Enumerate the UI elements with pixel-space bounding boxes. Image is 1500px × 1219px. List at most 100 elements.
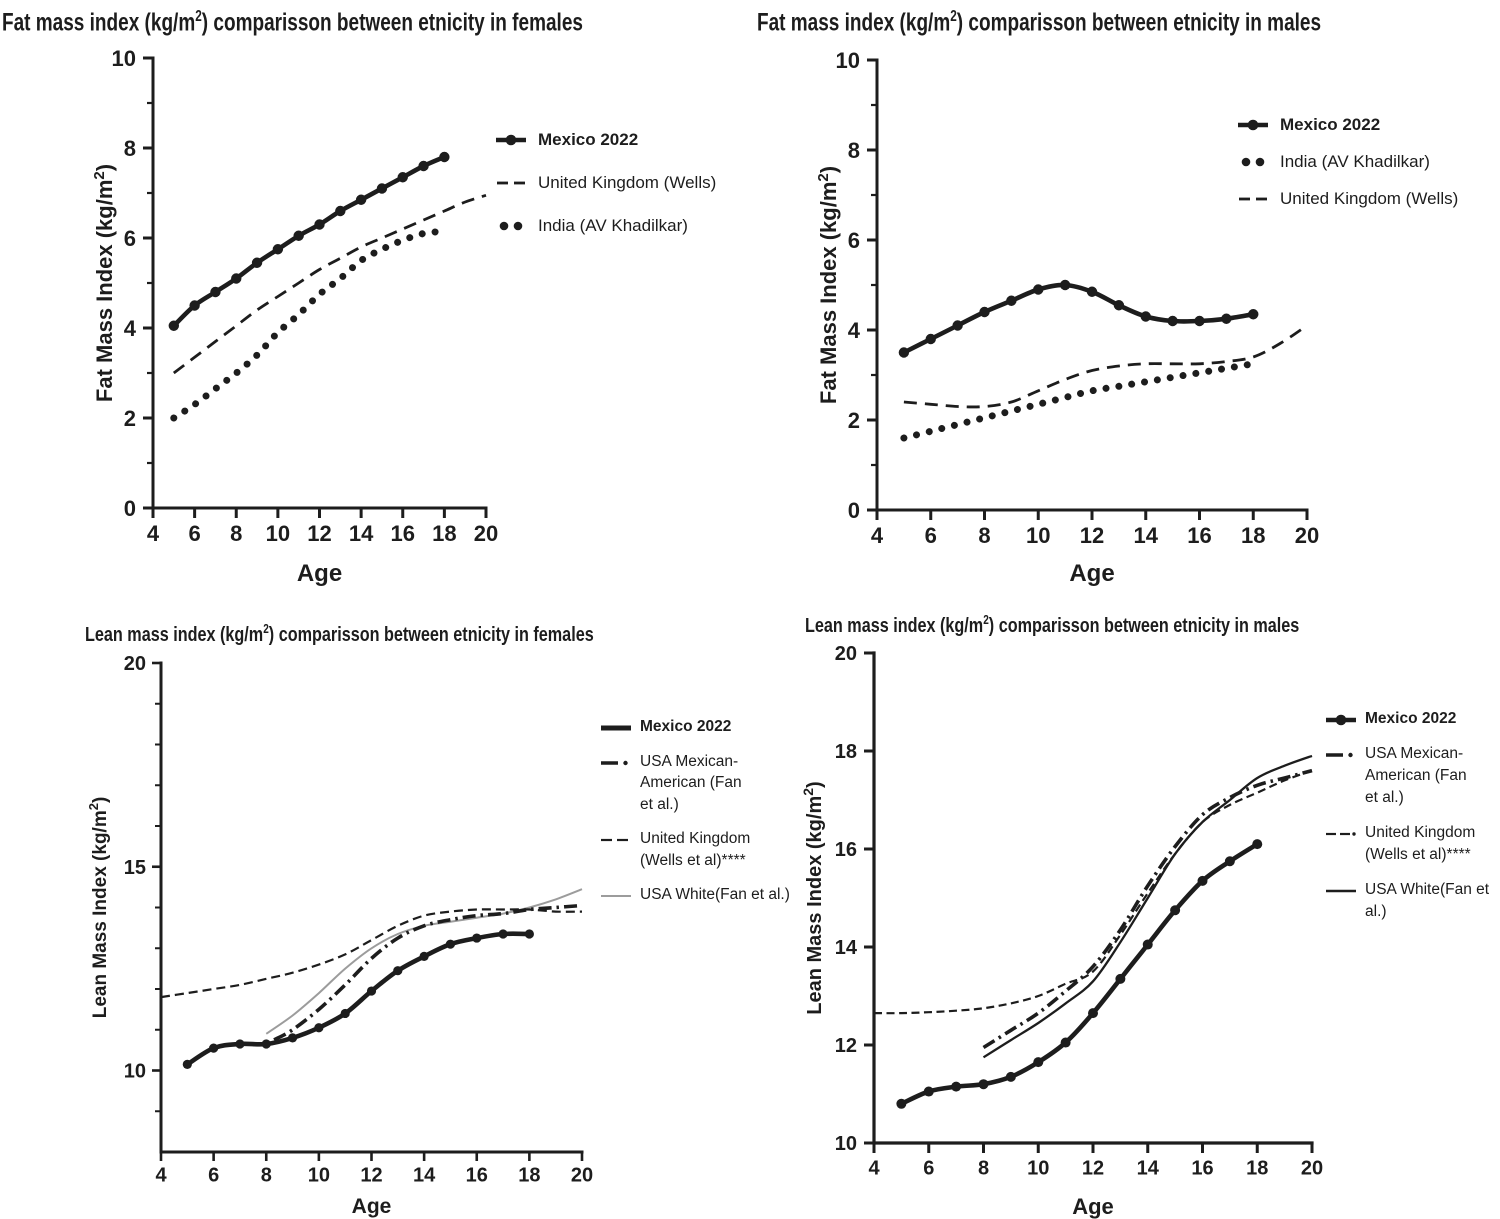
data-point-marker <box>1252 839 1263 850</box>
data-point-marker <box>978 1079 989 1090</box>
legend-fat-females: Mexico 2022 United Kingdom (Wells) India (… <box>496 128 716 257</box>
x-axis-title: Age <box>297 560 342 587</box>
legend-swatch-gray-solid <box>601 895 631 897</box>
data-point-marker <box>1033 1057 1044 1068</box>
legend-lean-males: Mexico 2022 USA Mexican- American (Fan et a… <box>1326 708 1489 936</box>
legend-swatch-solid-marker <box>496 134 526 146</box>
legend-swatch-fine-dashed-dot <box>1326 832 1356 836</box>
legend-item-usa-mexican-american-fan-et-al-: USA Mexican- American (Fan et al.) <box>1326 743 1489 809</box>
title-text: Lean mass index (kg/m <box>805 613 984 637</box>
legend-lean-females: Mexico 2022 USA Mexican- American (Fan et a… <box>601 716 790 919</box>
legend-swatch-dashed <box>1239 197 1267 201</box>
data-point-marker <box>445 939 456 949</box>
legend-label-line: USA White(Fan et <box>1365 881 1490 898</box>
y-axis-title: Lean Mass Index (kg/m2) <box>86 797 111 1019</box>
data-point-marker <box>189 300 200 311</box>
legend-label-line: American (Fan <box>1365 767 1467 784</box>
legend-label-line: (Wells et al)**** <box>640 851 746 869</box>
y-axis-title: Fat Mass Index (kg/m2) <box>91 164 117 402</box>
title-text: ) comparisson between etnicity in female… <box>201 8 583 37</box>
data-point-marker <box>314 219 325 230</box>
x-tick-label: 16 <box>1191 1158 1213 1180</box>
y-tick-label: 14 <box>835 937 858 959</box>
chart-title-lean-females: Lean mass index (kg/m2) comparisson betw… <box>85 621 729 647</box>
data-point-marker <box>952 320 963 331</box>
legend-label-line: USA White(Fan et al.) <box>640 886 790 903</box>
legend-label-line: Mexico 2022 <box>1280 115 1381 134</box>
series-line-united-kingdom-wells-et-al- <box>160 908 583 999</box>
x-tick-label: 16 <box>391 521 415 546</box>
series-line-usa-mexican-american-fan-et-al- <box>273 903 583 1042</box>
legend-label-line: USA Mexican- <box>1365 745 1464 762</box>
x-axis-title: Age <box>1072 1194 1114 1219</box>
legend-label-line: Mexico 2022 <box>640 718 732 735</box>
x-tick-label: 4 <box>147 521 160 546</box>
data-point-marker <box>1197 875 1208 886</box>
data-point-marker <box>439 151 450 163</box>
data-point-marker <box>1005 1071 1016 1082</box>
data-point-marker <box>1059 279 1071 291</box>
data-point-marker <box>1224 856 1235 867</box>
x-tick-label: 16 <box>466 1165 488 1187</box>
x-tick-label: 10 <box>1027 1158 1049 1180</box>
legend-swatch-solid-marker <box>1326 714 1356 726</box>
y-tick-label: 20 <box>124 653 146 675</box>
x-tick-label: 12 <box>1080 523 1104 548</box>
x-tick-label: 8 <box>261 1165 272 1187</box>
legend-item-india-av-khadilkar-: India (AV Khadilkar) <box>1238 150 1458 173</box>
y-tick-label: 6 <box>124 226 136 251</box>
legend-label-line: et al.) <box>1365 789 1404 806</box>
x-tick-label: 18 <box>432 521 456 546</box>
legend-label: USA Mexican- American (Fan et al.) <box>1365 743 1467 809</box>
y-tick-label: 16 <box>835 839 857 861</box>
y-tick-label: 10 <box>835 1133 857 1155</box>
data-point-marker <box>498 929 508 939</box>
data-point-marker <box>1006 295 1017 306</box>
x-tick-label: 14 <box>413 1165 436 1187</box>
y-tick-label: 0 <box>848 498 860 523</box>
x-tick-label: 20 <box>474 521 498 546</box>
title-text: ) comparisson between etnicity in males <box>988 613 1300 637</box>
legend-label: Mexico 2022 <box>538 128 638 151</box>
series-line-united-kingdom-wells-et-al- <box>873 769 1313 1015</box>
title-superscript: 2 <box>950 8 957 25</box>
legend-label-line: United Kingdom <box>1365 824 1476 841</box>
data-point-marker <box>951 1081 962 1092</box>
x-tick-label: 8 <box>230 521 242 546</box>
x-tick-label: 10 <box>308 1165 330 1187</box>
axes <box>872 651 1314 1145</box>
series-line-united-kingdom-wells- <box>903 324 1308 409</box>
x-axis-title: Age <box>352 1195 392 1218</box>
series-line-usa-white-fan-et-al- <box>982 754 1313 1059</box>
x-tick-label: 6 <box>925 523 937 548</box>
y-tick-label: 12 <box>835 1035 857 1057</box>
data-point-marker <box>168 320 180 331</box>
chart-title-fat-females: Fat mass index (kg/m2) comparisson betwe… <box>2 8 766 37</box>
x-tick-label: 6 <box>189 521 201 546</box>
legend-item-usa-white-fan-et-al-: USA White(Fan et al.) <box>601 884 790 906</box>
x-tick-label: 12 <box>360 1165 382 1187</box>
legend-swatch-thin-solid <box>1326 889 1356 893</box>
legend-label: United Kingdom (Wells) <box>1280 187 1458 210</box>
data-point-marker <box>1113 300 1125 311</box>
legend-item-united-kingdom-wells-: United Kingdom (Wells) <box>1238 187 1458 210</box>
legend-label-line: United Kingdom (Wells) <box>538 173 717 192</box>
data-point-marker <box>1170 905 1181 916</box>
y-tick-label: 18 <box>835 741 857 763</box>
legend-item-usa-mexican-american-fan-et-al-: USA Mexican- American (Fan et al.) <box>601 751 790 816</box>
legend-label-line: India (AV Khadilkar) <box>538 216 688 235</box>
data-point-marker <box>923 1086 934 1097</box>
legend-label-line: Mexico 2022 <box>538 130 639 149</box>
data-point-marker <box>340 1008 350 1019</box>
x-tick-label: 14 <box>349 521 374 546</box>
chart-lean-mass-males: 4 6 8 10 12 14 16 18 20 10 12 14 16 18 20 Age Lean Mass … <box>800 643 1323 1219</box>
data-point-marker <box>397 172 408 183</box>
legend-item-mexico-2022: Mexico 2022 <box>1238 113 1458 136</box>
x-tick-label: 18 <box>518 1165 540 1187</box>
y-tick-label: 10 <box>124 1061 146 1083</box>
data-point-marker <box>1167 315 1178 327</box>
x-tick-label: 8 <box>978 1158 989 1180</box>
legend-label-line: (Wells et al)**** <box>1365 846 1471 863</box>
